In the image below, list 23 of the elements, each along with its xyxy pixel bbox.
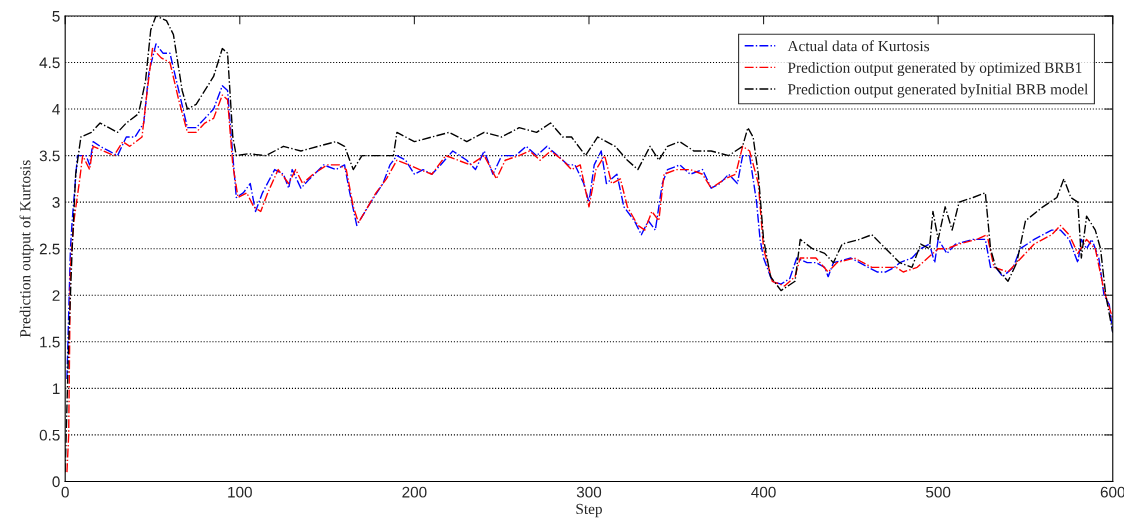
y-tick-label: 4 [52,104,60,115]
x-tick-label: 100 [228,486,252,498]
x-tick-label: 500 [926,486,951,498]
y-tick-label: 5 [52,10,60,22]
y-tick-label: 0.5 [39,429,60,441]
y-tick-label: 1 [53,383,60,394]
x-tick-label: 600 [1100,486,1124,498]
x-tick-label: 300 [576,486,602,498]
x-tick-label: 400 [751,486,776,498]
y-tick-label: 2 [52,290,60,301]
y-tick-label: 3 [52,197,60,208]
y-tick-label: 4.5 [39,57,60,69]
y-tick-label: 2.5 [39,243,60,255]
x-axis-title: Step [576,503,602,518]
legend-label: Actual data of Kurtosis [787,40,930,52]
x-tick-label: 200 [402,486,427,498]
y-tick-label: 0 [52,476,60,488]
legend-label: Prediction output generated by optimized BRB1 [787,62,1082,76]
y-tick-label: 3.5 [39,150,60,162]
legend-label: Prediction output generated byInitial BRB model [787,83,1089,98]
y-tick-label: 1.5 [40,336,60,348]
x-tick-label: 0 [61,486,69,498]
y-axis-title: Prediction output of Kurtosis [19,160,34,338]
